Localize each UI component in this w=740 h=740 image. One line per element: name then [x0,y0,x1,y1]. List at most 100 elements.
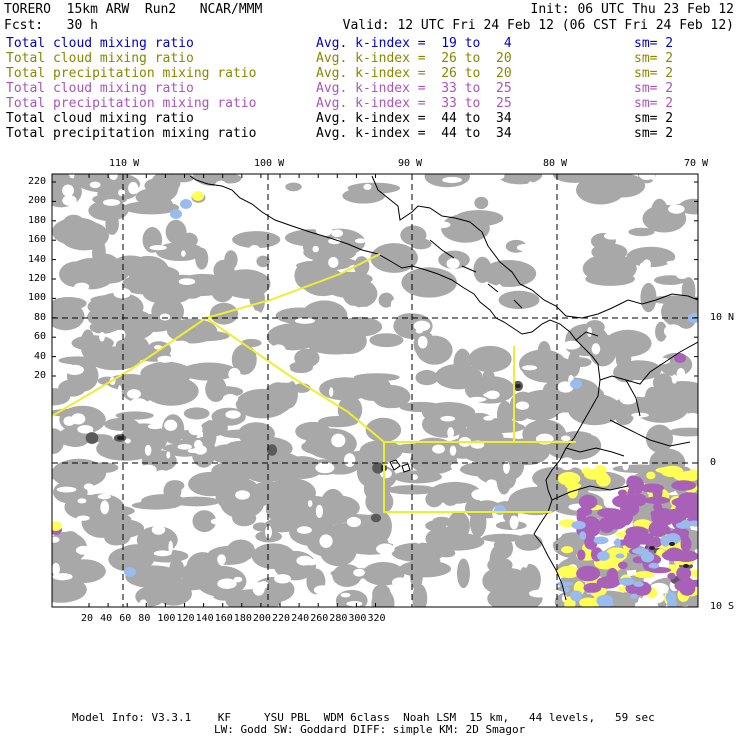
clear-gap [578,210,596,219]
precip-mid [667,572,676,580]
cloud-cell [284,332,331,344]
lon-label: 70 W [684,158,709,169]
clear-gap [559,457,575,471]
cloud-cell [498,290,540,310]
grid-y-label: 200 [27,195,46,207]
cloud-cell [120,423,168,455]
cloud-cell [192,510,217,533]
south-america-north [599,341,698,385]
clear-gap [159,313,171,321]
cloud-cell [465,376,516,404]
clear-gap [52,573,73,581]
cloud-cell [155,242,204,262]
cloud-cell [496,467,512,495]
clear-gap [340,592,351,598]
cloud-cell [227,440,273,449]
cloud-cell [412,584,428,607]
cloud-cell [368,474,381,487]
clear-gap [561,257,580,266]
clear-gap [411,474,418,480]
lat-label: 10 N [710,312,735,323]
cloud-cell [518,349,567,379]
legend-range: Avg. k-index = 26 to 20 [316,66,512,81]
clear-gap [62,184,75,197]
clear-gap [83,483,94,491]
run-label: Run2 [144,2,177,17]
precip-speck [494,505,506,515]
clear-gap [494,205,508,211]
cloud-cell [142,282,193,305]
cloud-cell [370,243,418,273]
cloud-cell [163,481,182,501]
grid-y-label: 120 [27,273,46,284]
footer-model-info: Model Info: V3.3.1 KF YSU PBL WDM 6class… [72,711,655,724]
precip-weak [615,553,625,559]
cloud-cell [61,559,106,584]
precip-low [561,546,574,554]
clear-gap [542,219,551,233]
legend-field: Total cloud mixing ratio [6,36,194,51]
clear-gap [267,248,277,257]
cloud-cell [88,462,119,474]
clear-gap [222,394,238,404]
precip-weak [687,520,698,527]
precip-mid [680,536,692,552]
clear-gap [242,321,256,327]
lon-label: 90 W [398,158,423,169]
cloud-cell [431,532,485,551]
cloud-cell [149,174,179,202]
clear-gap [124,438,131,444]
clear-gap [375,363,386,369]
precip-speck [52,521,62,531]
precip-low [678,470,698,482]
grid-y-label: 100 [27,292,46,304]
fcst-hours: 30 h [66,18,98,33]
clear-gap [415,536,422,544]
source-label: NCAR/MMM [199,2,263,17]
cloud-cell [458,424,504,453]
clear-gap [495,284,503,297]
clear-gap [344,305,359,311]
precip-weak [665,591,677,604]
clear-gap [397,519,408,527]
grid-y-label: 160 [27,234,46,246]
clear-gap [65,364,84,376]
clear-gap [468,557,488,571]
clear-gap [545,267,562,281]
clear-gap [436,592,456,606]
cloud-cell [371,588,395,607]
cloud-cell [487,584,543,607]
cloud-cell [285,182,302,192]
legend-range: Avg. k-index = 33 to 25 [316,81,512,96]
legend-range: Avg. k-index = 19 to 4 [316,36,512,51]
legend-smoothing: sm= 2 [634,111,674,126]
clear-gap [168,540,173,554]
clear-gap [471,489,489,501]
clear-gap [659,194,675,199]
cloud-cell [514,534,543,551]
cloud-cell [391,542,446,563]
cloud-cell [401,267,457,298]
clear-gap [274,574,292,584]
clear-gap [172,340,191,354]
clear-gap [75,545,91,555]
clear-gap [315,504,324,518]
precip-low [599,472,610,487]
cloud-cell [493,539,509,551]
clear-gap [622,461,629,471]
clear-gap [244,310,262,321]
clear-gap [515,401,530,410]
clear-gap [415,329,424,334]
clear-gap [294,317,315,324]
cloud-cell [482,370,495,382]
cloud-cell [88,200,129,221]
clear-gap [328,238,341,245]
cloud-cell [454,210,504,227]
clear-gap [666,260,680,265]
clear-gap [541,532,557,544]
clear-gap [118,189,126,197]
grid-x-label: 320 [367,613,386,624]
clear-gap [376,543,395,555]
clear-gap [560,435,571,442]
